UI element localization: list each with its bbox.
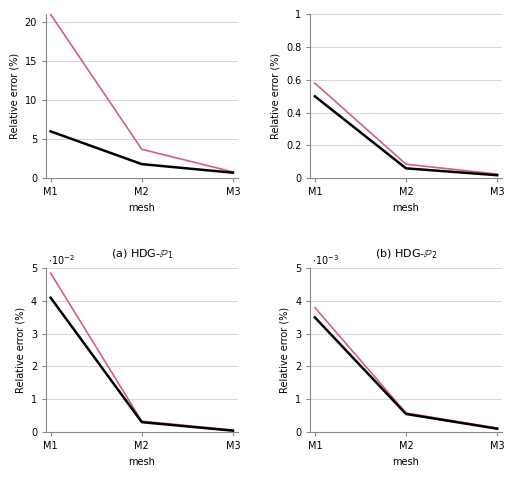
- X-axis label: mesh: mesh: [129, 456, 155, 467]
- X-axis label: mesh: mesh: [393, 456, 419, 467]
- Y-axis label: Relative error (%): Relative error (%): [9, 53, 19, 139]
- Title: (b) HDG-$\mathbb{P}_2$: (b) HDG-$\mathbb{P}_2$: [375, 247, 437, 261]
- X-axis label: mesh: mesh: [393, 203, 419, 213]
- Y-axis label: Relative error (%): Relative error (%): [280, 307, 289, 393]
- Text: $\cdot10^{-3}$: $\cdot10^{-3}$: [312, 253, 339, 266]
- Title: (a) HDG-$\mathbb{P}_1$: (a) HDG-$\mathbb{P}_1$: [111, 247, 173, 261]
- Y-axis label: Relative error (%): Relative error (%): [15, 307, 25, 393]
- Text: $\cdot10^{-2}$: $\cdot10^{-2}$: [48, 253, 75, 266]
- Y-axis label: Relative error (%): Relative error (%): [270, 53, 281, 139]
- X-axis label: mesh: mesh: [129, 203, 155, 213]
